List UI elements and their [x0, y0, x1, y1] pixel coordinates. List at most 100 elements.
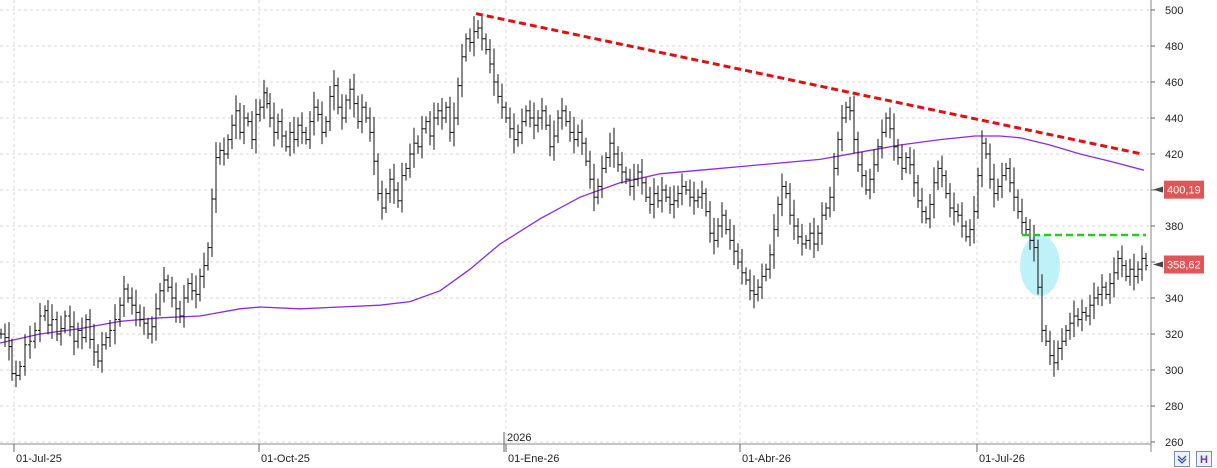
ohlc-bar — [536, 110, 540, 133]
ohlc-bar — [712, 217, 716, 255]
ohlc-bar — [480, 15, 484, 51]
ohlc-bar — [10, 338, 14, 381]
ohlc-bar — [1064, 325, 1068, 347]
ohlc-bar — [892, 113, 896, 161]
ohlc-bar — [76, 322, 80, 349]
y-tick-label: 440 — [1165, 113, 1183, 125]
ohlc-bar — [452, 102, 456, 147]
ohlc-bar — [992, 163, 996, 208]
ohlc-bar — [46, 300, 50, 335]
ohlc-bar — [150, 316, 154, 344]
ohlc-bar — [608, 132, 612, 167]
h-scale-icon[interactable]: H — [1196, 451, 1212, 467]
ohlc-bar — [588, 150, 592, 189]
ohlc-bar — [206, 242, 210, 271]
ohlc-bar — [384, 188, 388, 213]
ohlc-bar — [230, 114, 234, 149]
ohlc-bar — [1128, 258, 1132, 286]
ohlc-bar — [324, 116, 328, 138]
ohlc-bar — [1112, 257, 1116, 298]
ohlc-bar — [532, 102, 536, 140]
ohlc-bar — [876, 138, 880, 172]
ohlc-bar — [464, 33, 468, 62]
ohlc-bar — [1004, 163, 1008, 181]
overlay-annotations — [475, 12, 1146, 237]
ohlc-bar — [134, 289, 138, 327]
ohlc-bar — [900, 144, 904, 181]
ohlc-bar — [720, 202, 724, 238]
y-tick-label: 480 — [1165, 41, 1183, 53]
ohlc-bar — [38, 303, 42, 343]
ohlc-bar — [836, 131, 840, 176]
ohlc-bar — [576, 124, 580, 147]
ohlc-bar — [1144, 253, 1148, 271]
ohlc-bar — [158, 282, 162, 316]
ohlc-bar — [372, 116, 376, 176]
scroll-down-icon[interactable] — [1174, 451, 1190, 467]
ohlc-bar — [652, 178, 656, 219]
ohlc-bar — [524, 105, 528, 127]
ohlc-bar — [126, 283, 130, 303]
ohlc-bar — [59, 315, 63, 346]
ohlc-bar — [680, 173, 684, 206]
last-price-tag: 358,62 — [1153, 255, 1204, 274]
y-tick-label: 420 — [1165, 149, 1183, 161]
y-tick-label: 320 — [1165, 329, 1183, 341]
y-tick-label: 460 — [1165, 77, 1183, 89]
ohlc-bar — [888, 107, 892, 139]
ohlc-bar — [804, 235, 808, 249]
ma-price-tag: 400,19 — [1153, 180, 1204, 199]
ohlc-bar — [1036, 239, 1040, 295]
ohlc-bar — [928, 193, 932, 229]
ohlc-bar — [1028, 219, 1032, 250]
ohlc-bar — [254, 98, 258, 154]
ohlc-bars — [0, 15, 1148, 388]
ohlc-bar — [648, 186, 652, 214]
ohlc-bar — [468, 28, 472, 52]
ohlc-bar — [936, 160, 940, 190]
ohlc-bar — [92, 323, 96, 366]
ohlc-bar — [760, 263, 764, 299]
ohlc-bar — [1132, 253, 1136, 291]
ohlc-bar — [336, 77, 340, 115]
ohlc-bar — [262, 79, 266, 119]
ohlc-bar — [932, 167, 936, 219]
ohlc-bar — [880, 119, 884, 159]
ohlc-bar — [668, 186, 672, 214]
ohlc-bar — [288, 121, 292, 157]
ohlc-bar — [848, 96, 852, 121]
ohlc-bar — [138, 304, 142, 327]
ohlc-bar — [396, 182, 400, 208]
ohlc-bar — [632, 163, 636, 201]
ohlc-bar — [752, 275, 756, 309]
ohlc-bar — [280, 108, 284, 148]
ohlc-bar — [0, 328, 3, 339]
ohlc-bar — [360, 94, 364, 134]
last-price-tag-pointer — [1153, 261, 1163, 268]
ohlc-bar — [1100, 274, 1104, 307]
ohlc-bar — [352, 73, 356, 118]
ohlc-bar — [640, 159, 644, 195]
ohlc-bar — [80, 317, 84, 350]
y-tick-label: 340 — [1165, 293, 1183, 305]
ohlc-bar — [448, 96, 452, 142]
ohlc-bar — [420, 115, 424, 159]
y-tick-label: 500 — [1165, 5, 1183, 17]
ohlc-bar — [660, 177, 664, 213]
ohlc-bar — [852, 95, 856, 154]
ohlc-bar — [23, 334, 27, 376]
ohlc-bar — [182, 285, 186, 328]
ohlc-bar — [198, 268, 202, 302]
ohlc-bar — [258, 99, 262, 122]
ohlc-bar — [500, 83, 504, 119]
ohlc-bar — [320, 101, 324, 145]
ohlc-bar — [1136, 261, 1140, 284]
ohlc-bar — [250, 111, 254, 149]
ohlc-bar — [740, 249, 744, 285]
ohlc-bar — [1084, 307, 1088, 321]
y-tick-label: 260 — [1165, 437, 1183, 449]
ohlc-bar — [620, 151, 624, 184]
ohlc-bar — [276, 113, 280, 140]
